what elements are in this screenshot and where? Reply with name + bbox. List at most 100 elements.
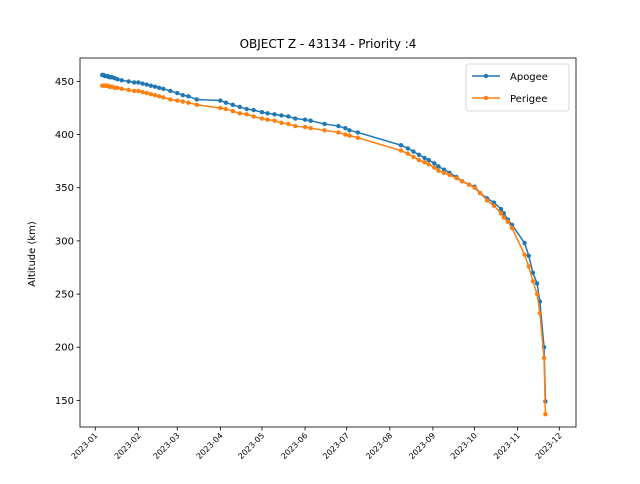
data-point <box>186 100 191 105</box>
data-point <box>534 281 540 286</box>
data-point <box>472 185 477 190</box>
data-point <box>343 132 348 137</box>
data-point <box>279 113 284 118</box>
data-point <box>441 167 447 172</box>
data-point <box>526 253 531 258</box>
data-point <box>441 170 447 176</box>
data-point <box>426 157 431 163</box>
data-point <box>491 200 497 205</box>
data-point <box>168 97 173 102</box>
data-point <box>244 106 249 112</box>
data-point <box>136 88 141 94</box>
data-point <box>119 86 124 92</box>
data-point <box>237 104 242 110</box>
data-point <box>498 211 504 216</box>
data-point <box>265 111 270 116</box>
legend: Apogee Perigee <box>465 63 570 112</box>
data-point <box>259 116 265 121</box>
data-point <box>398 148 404 153</box>
series-perigee <box>100 83 548 417</box>
data-point <box>140 89 145 95</box>
data-point <box>140 81 145 86</box>
data-point <box>251 107 256 113</box>
data-point <box>416 152 422 157</box>
data-point <box>230 102 236 107</box>
data-point <box>156 94 162 99</box>
data-point <box>144 82 149 87</box>
data-point <box>218 98 223 103</box>
data-point <box>522 252 527 257</box>
data-point <box>534 291 540 297</box>
data-point <box>272 118 277 123</box>
data-point <box>405 146 411 151</box>
data-point <box>355 130 361 135</box>
data-point <box>522 240 527 246</box>
data-point <box>422 160 427 165</box>
y-tick-label: 400 <box>55 130 74 141</box>
data-point <box>432 165 437 170</box>
data-point <box>477 190 483 196</box>
data-point <box>119 78 124 83</box>
data-point <box>432 161 437 166</box>
data-point <box>302 124 308 130</box>
data-point <box>308 118 313 123</box>
data-point <box>543 412 548 417</box>
data-point <box>416 157 422 163</box>
plot-frame <box>79 57 577 428</box>
data-point <box>131 88 137 94</box>
data-point <box>501 215 506 220</box>
data-point <box>505 219 511 224</box>
data-point <box>322 128 327 133</box>
data-point <box>491 203 497 209</box>
data-point <box>180 93 186 98</box>
data-point <box>251 114 256 119</box>
data-point <box>136 80 141 85</box>
data-point <box>180 99 186 104</box>
data-point <box>411 149 416 154</box>
y-tick-label: 300 <box>55 236 74 247</box>
y-tick-label: 250 <box>55 290 74 301</box>
data-point <box>355 135 361 140</box>
data-point <box>131 80 137 85</box>
data-point <box>237 111 242 116</box>
data-point <box>526 264 531 269</box>
data-point <box>466 182 472 187</box>
data-point <box>148 83 154 88</box>
data-point <box>336 130 341 135</box>
data-point <box>218 105 223 111</box>
data-point <box>308 125 313 131</box>
data-point <box>175 90 180 96</box>
data-point <box>223 100 229 105</box>
data-point <box>115 85 120 90</box>
data-point <box>411 154 416 160</box>
data-point <box>347 128 352 133</box>
data-point <box>343 125 348 131</box>
data-point <box>259 110 265 115</box>
data-point <box>194 97 199 102</box>
data-point <box>244 112 249 117</box>
data-point <box>454 175 459 181</box>
data-point <box>126 87 131 93</box>
y-tick-label: 200 <box>55 343 74 354</box>
data-point <box>447 172 452 178</box>
data-point <box>293 116 298 121</box>
chart-title: OBJECT Z - 43134 - Priority :4 <box>240 37 417 51</box>
data-point <box>168 88 173 94</box>
data-point <box>426 162 431 167</box>
y-tick-label: 350 <box>55 183 74 194</box>
data-point <box>405 151 411 156</box>
data-point <box>484 198 490 203</box>
legend-label: Perigee <box>510 94 547 105</box>
data-point <box>422 155 427 161</box>
data-point <box>302 117 308 122</box>
data-point <box>175 98 180 103</box>
data-point <box>230 108 236 114</box>
data-point <box>509 225 515 231</box>
data-point <box>186 94 191 99</box>
data-point <box>530 270 536 276</box>
legend-swatch-marker <box>483 95 489 101</box>
data-point <box>115 77 120 82</box>
y-tick-label: 450 <box>55 77 74 88</box>
